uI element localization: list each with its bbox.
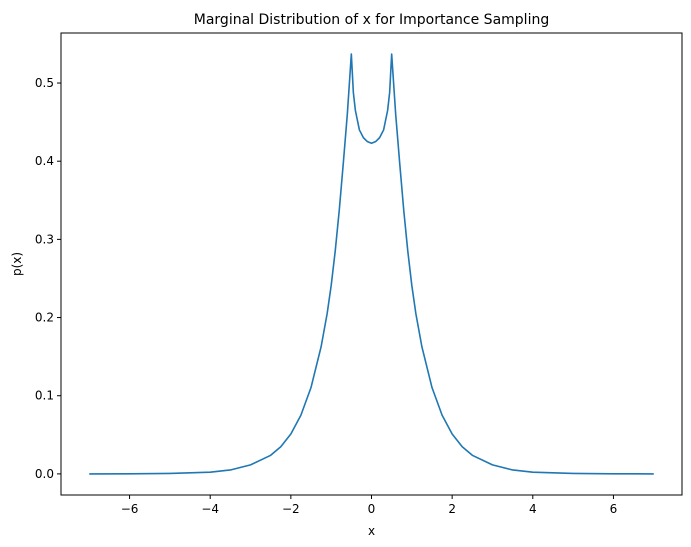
x-axis-label: x bbox=[368, 524, 375, 538]
x-tick-label: 4 bbox=[529, 502, 537, 516]
x-tick-label: 6 bbox=[610, 502, 618, 516]
x-tick-label: −2 bbox=[282, 502, 300, 516]
y-axis-label: p(x) bbox=[10, 252, 24, 276]
plot-area bbox=[89, 53, 654, 475]
y-tick-label: 0.5 bbox=[35, 76, 54, 90]
y-tick-label: 0.4 bbox=[35, 154, 54, 168]
x-axis: −6 −4 −2 0 2 4 6 bbox=[121, 495, 618, 516]
y-tick-label: 0.2 bbox=[35, 311, 54, 325]
x-tick-label: 0 bbox=[368, 502, 376, 516]
chart-title: Marginal Distribution of x for Importanc… bbox=[194, 12, 549, 28]
x-tick-label: 2 bbox=[448, 502, 456, 516]
y-tick-label: 0.1 bbox=[35, 389, 54, 403]
y-axis: 0.0 0.1 0.2 0.3 0.4 0.5 bbox=[35, 76, 61, 481]
y-tick-label: 0.3 bbox=[35, 232, 54, 246]
y-tick-label: 0.0 bbox=[35, 467, 54, 481]
x-tick-label: −4 bbox=[201, 502, 219, 516]
series-line bbox=[89, 53, 654, 475]
x-tick-label: −6 bbox=[121, 502, 139, 516]
